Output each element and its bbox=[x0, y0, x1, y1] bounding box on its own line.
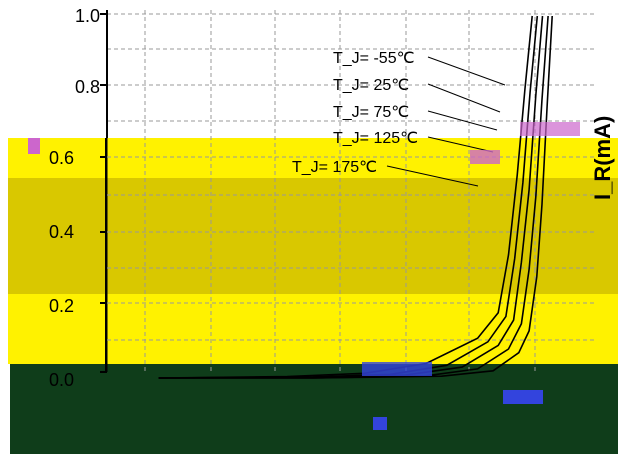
y-tick-label: 0.8 bbox=[75, 77, 100, 97]
artifact-block bbox=[373, 417, 387, 430]
yellow-band-top bbox=[8, 138, 618, 178]
artifacts bbox=[28, 122, 580, 430]
series-label: T_J= 125℃ bbox=[333, 130, 418, 147]
artifact-block bbox=[470, 150, 500, 164]
series-leader-line bbox=[386, 165, 479, 187]
yellow-band-bottom bbox=[8, 294, 618, 364]
series-label: T_J= -55℃ bbox=[333, 50, 415, 67]
y-tick-label: 0.6 bbox=[49, 148, 74, 168]
dark-band bbox=[10, 364, 618, 454]
y-tick-label: 0.4 bbox=[49, 222, 74, 242]
series-leader-line bbox=[427, 56, 506, 86]
artifact-block bbox=[503, 390, 543, 404]
series-line bbox=[158, 15, 549, 379]
series-leader-line bbox=[427, 83, 501, 113]
series-label: T_J= 25℃ bbox=[333, 77, 409, 94]
y-axis-title: I_R(mA) bbox=[590, 116, 615, 200]
series-leader-line bbox=[427, 136, 494, 153]
y-tick-label: 0.2 bbox=[49, 296, 74, 316]
series-label: T_J= 75℃ bbox=[333, 104, 409, 121]
y-tick-labels: 1.0 0.8 0.6 0.4 0.2 0.0 bbox=[49, 6, 100, 390]
series-line bbox=[158, 15, 539, 379]
artifact-block bbox=[520, 122, 580, 136]
artifact-block bbox=[28, 138, 40, 154]
y-tick-label: 1.0 bbox=[75, 6, 100, 26]
series-annotations: T_J= -55℃ T_J= 25℃ T_J= 75℃ T_J= 125℃ T_J= 1… bbox=[292, 50, 506, 187]
series-label: T_J= 175℃ bbox=[292, 159, 377, 176]
y-tick-label: 0.0 bbox=[49, 370, 74, 390]
artifact-block bbox=[362, 362, 432, 376]
series-leader-line bbox=[427, 110, 498, 131]
